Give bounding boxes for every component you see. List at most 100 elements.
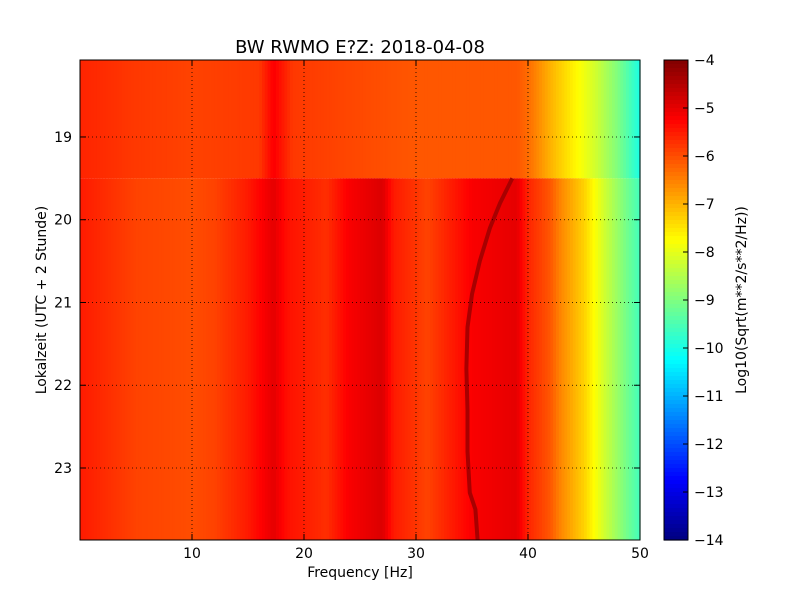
heatmap-cell-after-gap — [626, 178, 630, 540]
heatmap-cell-before-gap — [287, 60, 291, 179]
heatmap-cell-after-gap — [592, 178, 596, 540]
colorbar-swatch — [664, 476, 688, 481]
colorbar-swatch — [664, 532, 688, 537]
colorbar-swatch — [664, 248, 688, 253]
colorbar-swatch — [664, 200, 688, 205]
heatmap-cell-after-gap — [99, 178, 103, 540]
heatmap-cell-after-gap — [186, 178, 190, 540]
colorbar-tick-label: −12 — [694, 437, 724, 453]
heatmap-cell-after-gap — [351, 178, 355, 540]
colorbar-swatch — [664, 404, 688, 409]
colorbar-swatch — [664, 96, 688, 101]
heatmap-cell-after-gap — [634, 178, 638, 540]
colorbar-swatch — [664, 160, 688, 165]
heatmap-cell-after-gap — [542, 178, 546, 540]
colorbar-swatch — [664, 92, 688, 97]
heatmap-cell-after-gap — [368, 178, 372, 540]
colorbar-swatch — [664, 368, 688, 373]
heatmap-cell-before-gap — [480, 60, 484, 179]
heatmap-cell-after-gap — [519, 178, 523, 540]
heatmap-cell-before-gap — [567, 60, 571, 179]
heatmap-cell-before-gap — [256, 60, 260, 179]
colorbar-swatch — [664, 460, 688, 465]
colorbar-swatch — [664, 464, 688, 469]
colorbar-swatch — [664, 372, 688, 377]
heatmap-cell-after-gap — [550, 178, 554, 540]
heatmap-cell-after-gap — [357, 178, 361, 540]
heatmap-cell-before-gap — [158, 60, 162, 179]
heatmap-cell-after-gap — [326, 178, 330, 540]
colorbar-swatch — [664, 280, 688, 285]
colorbar-swatch — [664, 312, 688, 317]
heatmap-cell-after-gap — [570, 178, 574, 540]
heatmap-cell-after-gap — [102, 178, 106, 540]
heatmap-cell-before-gap — [491, 60, 495, 179]
heatmap-cell-before-gap — [144, 60, 148, 179]
colorbar-swatch — [664, 524, 688, 529]
heatmap-cell-after-gap — [273, 178, 277, 540]
heatmap-cell-before-gap — [208, 60, 213, 179]
heatmap-cell-before-gap — [136, 60, 140, 179]
heatmap-cell-before-gap — [410, 60, 414, 179]
heatmap-cell-after-gap — [337, 178, 341, 540]
heatmap-cell-before-gap — [127, 60, 131, 179]
colorbar: −4 −5 −6 −7 −8 −9 −10 −11 −12 −13 −14 Log10(Sqrt(m… — [663, 53, 750, 549]
colorbar-swatch — [664, 284, 688, 289]
colorbar-swatch — [664, 432, 688, 437]
heatmap-cell-before-gap — [298, 60, 302, 179]
heatmap-cell-after-gap — [295, 178, 299, 540]
heatmap-cell-before-gap — [116, 60, 120, 179]
heatmap-cell-before-gap — [519, 60, 523, 179]
heatmap-cell-before-gap — [603, 60, 607, 179]
colorbar-swatch — [664, 360, 688, 365]
heatmap-cell-after-gap — [113, 178, 117, 540]
heatmap-cell-before-gap — [203, 60, 207, 179]
colorbar-swatch — [664, 224, 688, 229]
heatmap-cell-before-gap — [570, 60, 574, 179]
heatmap-cell-after-gap — [469, 178, 473, 540]
heatmap-cell-after-gap — [200, 178, 204, 540]
colorbar-swatch — [664, 424, 688, 429]
heatmap-cell-after-gap — [410, 178, 414, 540]
heatmap-cell-after-gap — [365, 178, 369, 540]
heatmap-cell-before-gap — [164, 60, 168, 179]
heatmap-cell-before-gap — [586, 60, 591, 179]
heatmap-cell-before-gap — [278, 60, 283, 179]
heatmap-cell-before-gap — [113, 60, 117, 179]
heatmap-cell-after-gap — [130, 178, 134, 540]
heatmap-cell-after-gap — [96, 178, 101, 540]
heatmap-cell-after-gap — [124, 178, 129, 540]
heatmap-cell-before-gap — [248, 60, 252, 179]
heatmap-cell-before-gap — [346, 60, 350, 179]
heatmap-cell-before-gap — [606, 60, 610, 179]
heatmap-cell-before-gap — [390, 60, 395, 179]
heatmap-cell-before-gap — [354, 60, 358, 179]
heatmap-cell-after-gap — [612, 178, 616, 540]
colorbar-swatch — [664, 444, 688, 449]
heatmap-cell-before-gap — [150, 60, 154, 179]
colorbar-swatch — [664, 72, 688, 77]
heatmap-cell-after-gap — [360, 178, 364, 540]
heatmap-cell-after-gap — [281, 178, 285, 540]
heatmap-cell-after-gap — [192, 178, 196, 540]
heatmap-cell-before-gap — [105, 60, 109, 179]
heatmap-cell-after-gap — [435, 178, 439, 540]
colorbar-swatch — [664, 252, 688, 257]
heatmap-cell-before-gap — [578, 60, 582, 179]
heatmap-cell-after-gap — [589, 178, 593, 540]
heatmap-cell-after-gap — [161, 178, 165, 540]
colorbar-swatch — [664, 184, 688, 189]
heatmap-cell-after-gap — [183, 178, 187, 540]
heatmap-cell-after-gap — [152, 178, 157, 540]
heatmap-cell-after-gap — [346, 178, 350, 540]
heatmap-cell-before-gap — [413, 60, 417, 179]
heatmap-cell-before-gap — [463, 60, 467, 179]
heatmap-cell-before-gap — [332, 60, 336, 179]
heatmap-cell-after-gap — [320, 178, 325, 540]
heatmap-cell-before-gap — [626, 60, 630, 179]
heatmap-cell-after-gap — [323, 178, 327, 540]
colorbar-swatch — [664, 376, 688, 381]
heatmap-cell-after-gap — [413, 178, 417, 540]
heatmap-cell-after-gap — [155, 178, 159, 540]
heatmap-cell-before-gap — [301, 60, 305, 179]
